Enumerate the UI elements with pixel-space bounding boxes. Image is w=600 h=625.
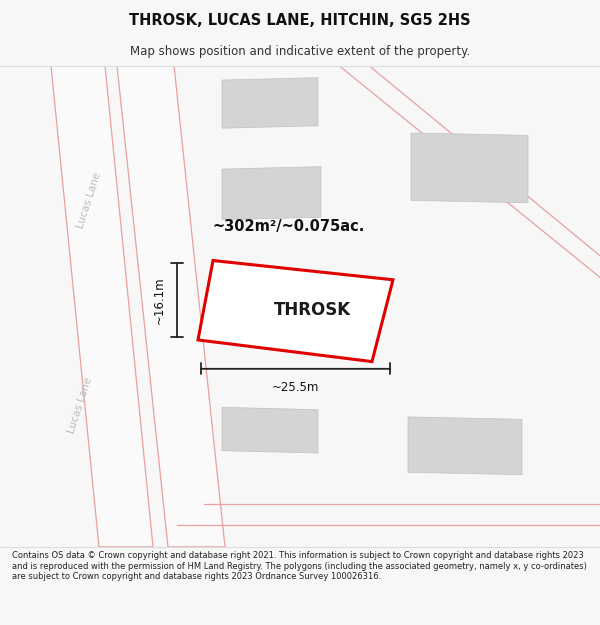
Text: THROSK: THROSK <box>274 301 350 319</box>
Polygon shape <box>222 78 318 128</box>
Polygon shape <box>411 133 528 202</box>
Text: Contains OS data © Crown copyright and database right 2021. This information is : Contains OS data © Crown copyright and d… <box>12 551 587 581</box>
Polygon shape <box>51 66 153 547</box>
Polygon shape <box>198 261 393 362</box>
Text: ~25.5m: ~25.5m <box>272 381 319 394</box>
Text: THROSK, LUCAS LANE, HITCHIN, SG5 2HS: THROSK, LUCAS LANE, HITCHIN, SG5 2HS <box>129 13 471 28</box>
Text: Lucas Lane: Lucas Lane <box>75 171 103 229</box>
Polygon shape <box>222 167 321 219</box>
Polygon shape <box>222 408 318 453</box>
Polygon shape <box>408 417 522 475</box>
Polygon shape <box>117 66 225 547</box>
Text: Lucas Lane: Lucas Lane <box>66 376 94 434</box>
Text: ~302m²/~0.075ac.: ~302m²/~0.075ac. <box>213 219 365 234</box>
Text: Map shows position and indicative extent of the property.: Map shows position and indicative extent… <box>130 44 470 58</box>
Text: ~16.1m: ~16.1m <box>152 277 166 324</box>
